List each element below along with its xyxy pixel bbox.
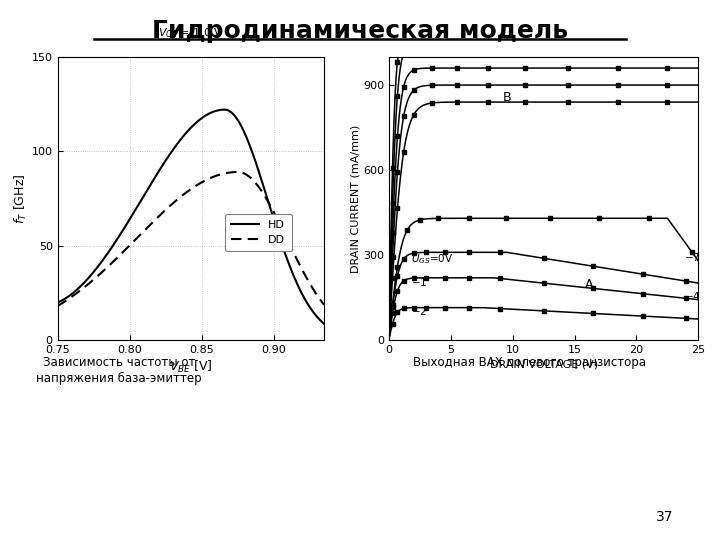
Text: $-$2: $-$2 bbox=[411, 305, 427, 317]
Y-axis label: DRAIN CURRENT (mA/mm): DRAIN CURRENT (mA/mm) bbox=[350, 124, 360, 273]
Text: Гидродинамическая модель: Гидродинамическая модель bbox=[152, 19, 568, 43]
Text: 37: 37 bbox=[656, 510, 673, 524]
Y-axis label: $f_T$ [GHz]: $f_T$ [GHz] bbox=[13, 173, 29, 224]
Text: $-$7: $-$7 bbox=[683, 251, 700, 262]
Text: A: A bbox=[585, 279, 593, 292]
Text: $V_{CE}$ = 1.0 V: $V_{CE}$ = 1.0 V bbox=[158, 26, 223, 40]
Text: $-$1: $-$1 bbox=[411, 276, 428, 288]
Text: $-$4: $-$4 bbox=[683, 291, 701, 302]
X-axis label: $V_{BE}$ [V]: $V_{BE}$ [V] bbox=[169, 359, 212, 375]
X-axis label: DRAIN VOLTAGE (V): DRAIN VOLTAGE (V) bbox=[490, 359, 598, 369]
Text: Выходная ВАХ полевого транзистора: Выходная ВАХ полевого транзистора bbox=[413, 356, 646, 369]
Text: Зависимость частоты от
напряжения база-эмиттер: Зависимость частоты от напряжения база-э… bbox=[36, 356, 202, 384]
Legend: HD, DD: HD, DD bbox=[225, 214, 292, 251]
Text: B: B bbox=[503, 91, 511, 104]
Text: $U_{GS}$=0V: $U_{GS}$=0V bbox=[411, 253, 454, 266]
